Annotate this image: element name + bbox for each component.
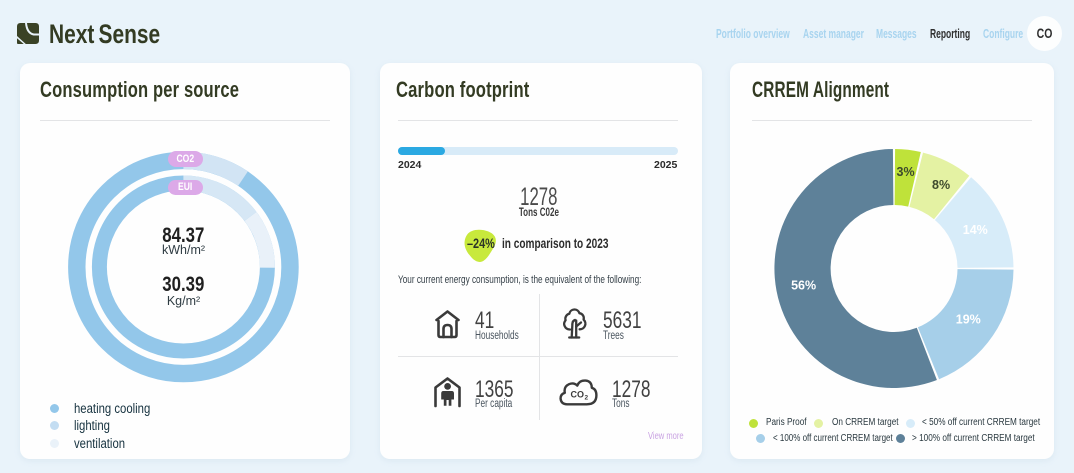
svg-text:19%: 19% [956,313,981,327]
svg-text:CO: CO [571,390,585,400]
svg-text:56%: 56% [791,279,816,293]
svg-text:2: 2 [585,395,589,402]
svg-text:14%: 14% [963,223,988,237]
svg-text:3%: 3% [897,165,915,179]
svg-text:8%: 8% [932,178,950,192]
